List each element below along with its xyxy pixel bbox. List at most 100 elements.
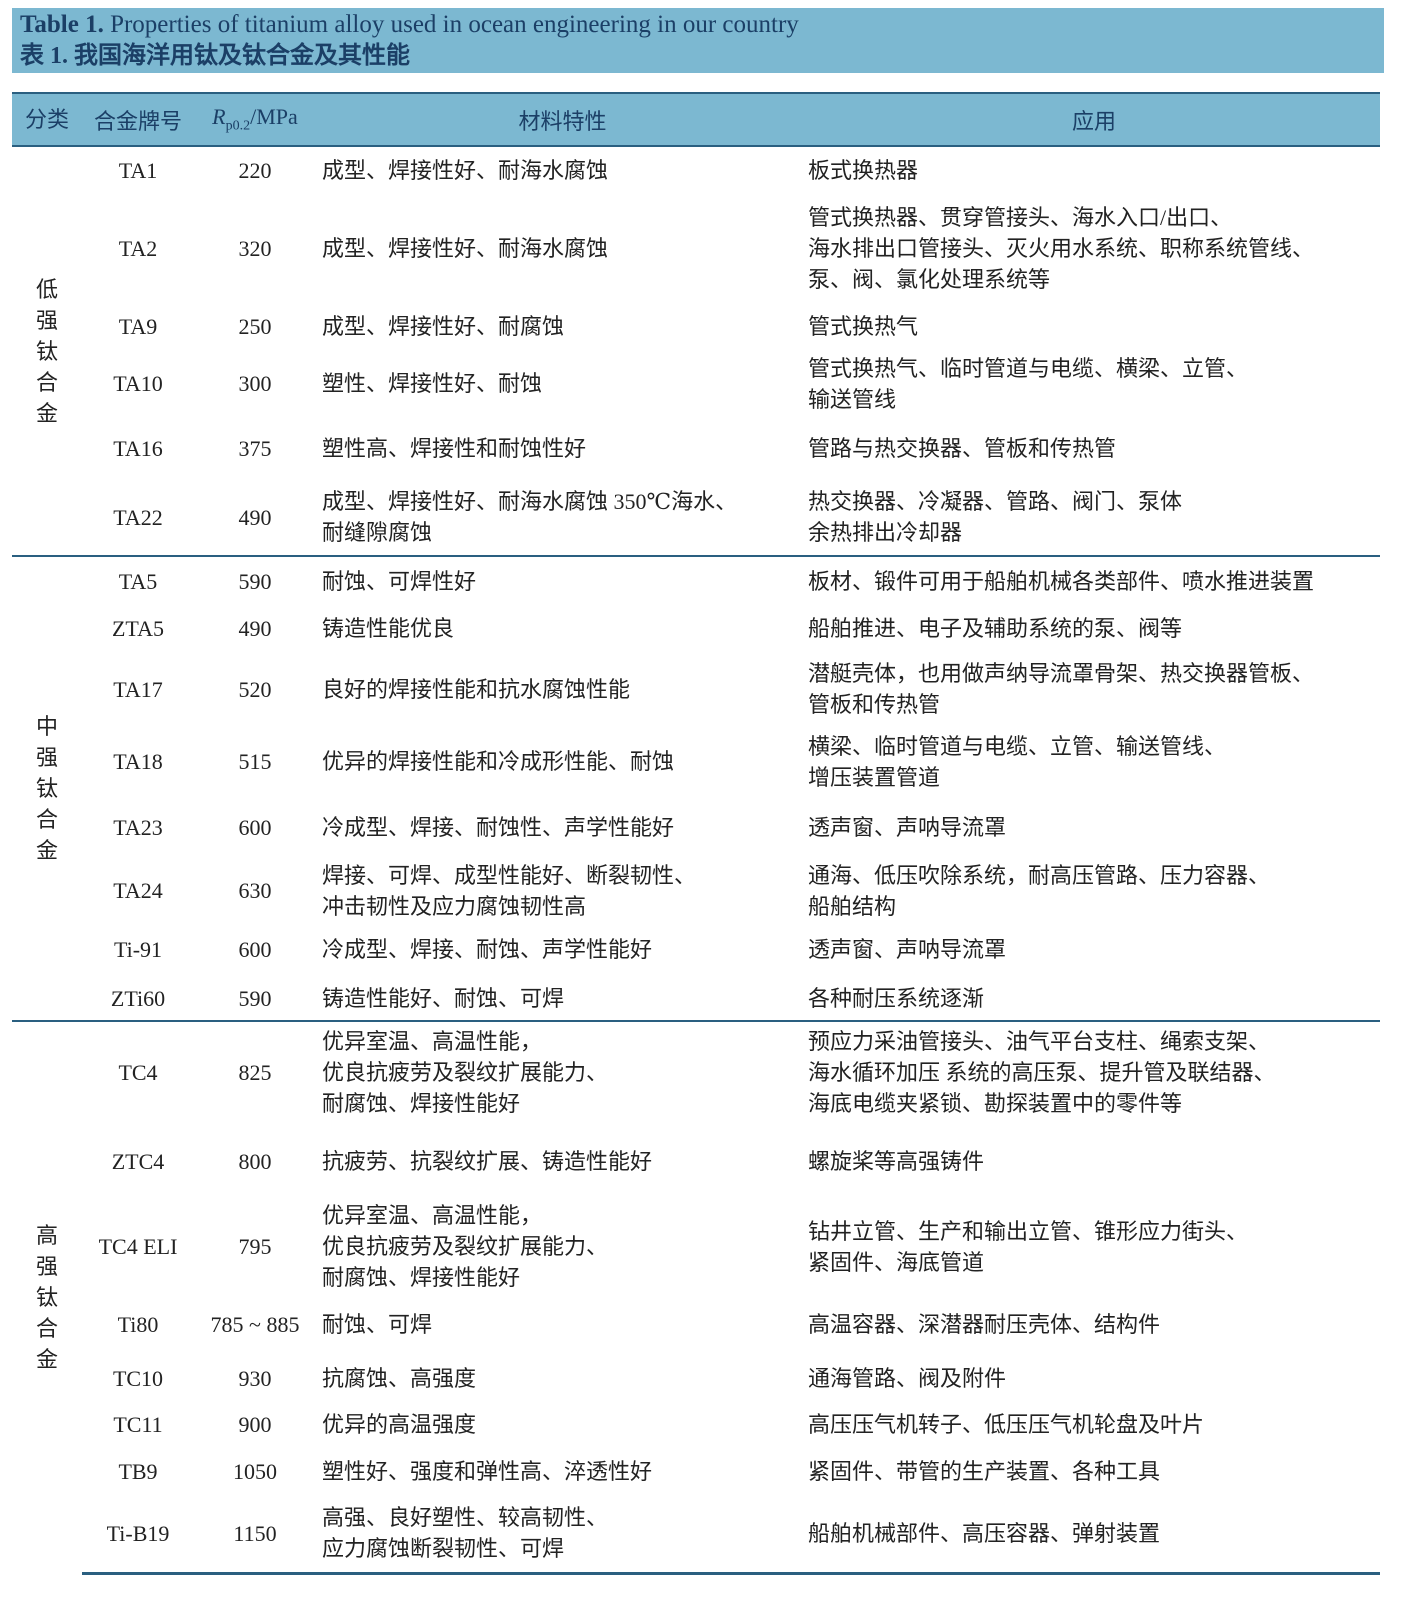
application-cell: 高温容器、深潜器耐压壳体、结构件: [808, 1311, 1161, 1337]
category-label: 中强钛合金: [35, 714, 58, 863]
rp-cell: 220: [194, 145, 316, 193]
table-row: ZTi60 590 铸造性能好、耐蚀、可焊 各种耐压系统逐渐: [12, 976, 1380, 1021]
rp-cell: 795: [238, 1234, 272, 1259]
rp-cell: 825: [194, 1020, 316, 1122]
properties-cell: 塑性高、焊接性和耐蚀性好: [322, 436, 587, 461]
properties-cell: 冷成型、焊接、耐蚀性、声学性能好: [322, 815, 675, 840]
category-cell: 高强钛合金: [12, 1020, 82, 1573]
grade-cell: TA10: [113, 371, 163, 396]
category-label: 高强钛合金: [35, 1223, 58, 1372]
application-cell: 板式换热器: [803, 145, 1380, 193]
properties-cell: 成型、焊接性好、耐海水腐蚀: [316, 145, 803, 193]
grade-cell: TA18: [113, 749, 163, 774]
application-cell: 管路与热交换器、管板和传热管: [808, 436, 1117, 461]
rp-cell: 590: [194, 555, 316, 605]
caption-label: Table 1.: [20, 11, 104, 38]
rp-cell: 490: [238, 504, 272, 530]
application-cell: 通海管路、阀及附件: [808, 1365, 1007, 1391]
header-properties: 材料特性: [316, 92, 803, 147]
grade-cell: ZTi60: [110, 985, 166, 1011]
table-row: 中强钛合金 TA5 590 耐蚀、可焊性好 板材、锻件可用于船舶机械各类部件、喷水推进装…: [12, 555, 1380, 1021]
grade-cell: TB9: [118, 1458, 158, 1484]
header-application: 应用: [803, 92, 1380, 147]
table-row: Ti-B19 1150 高强、良好塑性、较高韧性、 应力腐蚀断裂韧性、可焊 船舶机械部…: [12, 1495, 1380, 1575]
application-cell: 高压压气机转子、低压压气机轮盘及叶片: [808, 1411, 1205, 1437]
caption-chinese: 表 1. 我国海洋用钛及钛合金及其性能: [20, 43, 410, 69]
properties-cell: 抗疲劳、抗裂纹扩展、铸造性能好: [322, 1148, 653, 1174]
caption-english-text: Properties of titanium alloy used in oce…: [103, 11, 799, 38]
rp-cell: 590: [238, 985, 272, 1011]
properties-cell: 铸造性能好、耐蚀、可焊: [322, 985, 565, 1011]
properties-cell: 优异室温、高温性能， 优良抗疲劳及裂纹扩展能力、 耐腐蚀、焊接性能好: [322, 1203, 609, 1290]
table-row: TA22 490 成型、焊接性好、耐海水腐蚀 350℃海水、 耐缝隙腐蚀 热交换器、冷…: [12, 479, 1380, 556]
rp-cell: 600: [238, 815, 272, 840]
grade-cell: TC11: [113, 1411, 163, 1437]
header-rp-unit: /MPa: [250, 104, 298, 130]
properties-cell: 成型、焊接性好、耐海水腐蚀 350℃海水、 耐缝隙腐蚀: [322, 489, 738, 545]
rp-cell: 785 ~ 885: [210, 1311, 300, 1337]
properties-cell: 优异的高温强度: [322, 1411, 477, 1437]
table-row: TA17 520 良好的焊接性能和抗水腐蚀性能 潜艇壳体，也用做声纳导流罩骨架、热交换…: [12, 651, 1380, 727]
header-rp: Rp0.2/MPa: [194, 92, 316, 147]
properties-cell: 抗腐蚀、高强度: [322, 1365, 477, 1391]
application-cell: 预应力采油管接头、油气平台支柱、绳索支架、 海水循环加压 系统的高压泵、提升管及…: [803, 1020, 1380, 1122]
grade-cell: TA16: [113, 436, 163, 461]
grade-cell: Ti80: [117, 1311, 159, 1337]
table-row: TA23 600 冷成型、焊接、耐蚀性、声学性能好 透声窗、声呐导流罩: [12, 796, 1380, 859]
application-cell: 管式换热器、贯穿管接头、海水入口/出口、 海水排出口管接头、灭火用水系统、职称系…: [808, 204, 1315, 292]
application-cell: 横梁、临时管道与电缆、立管、输送管线、 增压装置管道: [808, 733, 1227, 790]
category-cell: 中强钛合金: [12, 555, 82, 1021]
properties-cell: 成型、焊接性好、耐海水腐蚀: [322, 235, 609, 261]
rp-cell: 300: [238, 371, 272, 396]
application-cell: 透声窗、声呐导流罩: [808, 936, 1007, 962]
application-cell: 管式换热气: [808, 313, 919, 339]
table-row: TA2 320 成型、焊接性好、耐海水腐蚀 管式换热器、贯穿管接头、海水入口/出口、 …: [12, 193, 1380, 303]
application-cell: 热交换器、冷凝器、管路、阀门、泵体 余热排出冷却器: [808, 489, 1183, 545]
grade-cell: ZTC4: [111, 1148, 165, 1174]
rp-cell: 1050: [233, 1458, 277, 1484]
properties-cell: 耐蚀、可焊: [322, 1311, 433, 1337]
table-row: 低强钛合金 TA1 220 成型、焊接性好、耐海水腐蚀 板式换热器: [12, 145, 1380, 556]
table-row: TA24 630 焊接、可焊、成型性能好、断裂韧性、 冲击韧性及应力腐蚀韧性高 通海、…: [12, 859, 1380, 922]
grade-cell: TA23: [113, 815, 163, 840]
table-row: TA18 515 优异的焊接性能和冷成形性能、耐蚀 横梁、临时管道与电缆、立管、输送管…: [12, 727, 1380, 796]
rp-cell: 320: [238, 235, 272, 261]
application-cell: 船舶推进、电子及辅助系统的泵、阀等: [808, 615, 1183, 641]
rp-cell: 600: [238, 936, 272, 962]
properties-table: 分类 合金牌号 Rp0.2/MPa 材料特性 应用 低强钛合金 TA1 220 成型、…: [12, 92, 1380, 1575]
rp-cell: 630: [238, 878, 272, 903]
properties-cell: 塑性好、强度和弹性高、淬透性好: [322, 1458, 653, 1484]
application-cell: 船舶机械部件、高压容器、弹射装置: [803, 1495, 1380, 1575]
application-cell: 透声窗、声呐导流罩: [808, 815, 1007, 840]
rp-cell: 1150: [194, 1495, 316, 1575]
table-caption: Table 1. Properties of titanium alloy us…: [12, 8, 1384, 73]
header-rp-subscript: p0.2: [225, 118, 251, 134]
rp-cell: 250: [238, 313, 272, 339]
grade-cell: TA9: [118, 313, 158, 339]
rp-cell: 520: [238, 676, 272, 702]
header-grade: 合金牌号: [82, 92, 194, 147]
table-row: 高强钛合金 TC4 825 优异室温、高温性能， 优良抗疲劳及裂纹扩展能力、 耐腐蚀、…: [12, 1020, 1380, 1573]
application-cell: 钻井立管、生产和输出立管、锥形应力街头、 紧固件、海底管道: [808, 1218, 1249, 1275]
rp-cell: 375: [238, 436, 272, 461]
application-cell: 各种耐压系统逐渐: [808, 985, 985, 1011]
grade-cell: TA24: [113, 878, 163, 903]
table-header-row: 分类 合金牌号 Rp0.2/MPa 材料特性 应用: [12, 92, 1380, 147]
table-row: TA10 300 塑性、焊接性好、耐蚀 管式换热气、临时管道与电缆、横梁、立管、 输送…: [12, 349, 1380, 418]
grade-cell: TC10: [112, 1365, 164, 1391]
table-row: Ti80 785 ~ 885 耐蚀、可焊 高温容器、深潜器耐压壳体、结构件: [12, 1293, 1380, 1355]
properties-cell: 高强、良好塑性、较高韧性、 应力腐蚀断裂韧性、可焊: [316, 1495, 803, 1575]
grade-cell: TC4: [82, 1020, 194, 1122]
table-row: Ti-91 600 冷成型、焊接、耐蚀、声学性能好 透声窗、声呐导流罩: [12, 922, 1380, 976]
application-cell: 通海、低压吹除系统，耐高压管路、压力容器、 船舶结构: [808, 862, 1271, 919]
properties-cell: 焊接、可焊、成型性能好、断裂韧性、 冲击韧性及应力腐蚀韧性高: [322, 862, 697, 919]
grade-cell: TA22: [113, 504, 163, 530]
table-row: TC11 900 优异的高温强度 高压压气机转子、低压压气机轮盘及叶片: [12, 1401, 1380, 1447]
header-category: 分类: [12, 92, 82, 147]
grade-cell: TC4 ELI: [98, 1234, 178, 1259]
category-cell: 低强钛合金: [12, 145, 82, 556]
grade-cell: TA5: [82, 555, 194, 605]
grade-cell: TA2: [118, 235, 158, 261]
properties-cell: 铸造性能优良: [322, 615, 455, 641]
table-body: 低强钛合金 TA1 220 成型、焊接性好、耐海水腐蚀 板式换热器 TA2 320 成型、焊接…: [12, 145, 1380, 1575]
